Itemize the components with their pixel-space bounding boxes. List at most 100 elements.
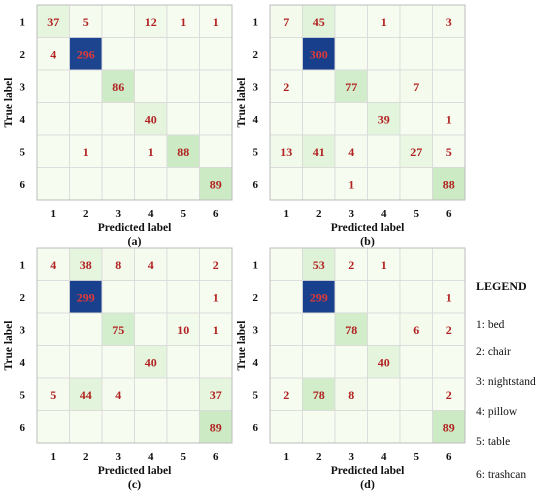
matrix-cell xyxy=(36,410,70,444)
cell-value: 78 xyxy=(345,323,357,337)
x-tick-label: 6 xyxy=(213,451,219,463)
matrix-cell xyxy=(334,167,368,201)
cell-value: 7 xyxy=(413,80,419,94)
matrix-cell xyxy=(36,102,70,136)
cell-value: 4 xyxy=(50,47,56,61)
matrix-cell xyxy=(367,312,401,346)
matrix-cell xyxy=(166,345,200,379)
matrix-cell xyxy=(199,37,233,71)
cell-value: 77 xyxy=(345,80,357,94)
panel-caption: (d) xyxy=(360,477,375,491)
y-tick-label: 6 xyxy=(253,179,259,191)
x-tick-label: 2 xyxy=(316,451,322,463)
matrix-cell xyxy=(134,312,168,346)
matrix-cell xyxy=(367,167,401,201)
matrix-cell xyxy=(399,4,433,38)
y-tick-label: 2 xyxy=(20,292,26,304)
matrix-cell xyxy=(199,280,233,314)
matrix-cell xyxy=(334,410,368,444)
y-axis-title: True label xyxy=(236,78,248,128)
y-tick-label: 4 xyxy=(253,357,259,369)
matrix-cell xyxy=(302,167,336,201)
cell-value: 89 xyxy=(210,420,222,434)
cell-value: 40 xyxy=(145,112,157,126)
cell-value: 1 xyxy=(180,15,186,29)
x-tick-label: 5 xyxy=(414,208,420,220)
y-tick-label: 3 xyxy=(253,81,259,93)
matrix-cell xyxy=(166,69,200,103)
cell-value: 27 xyxy=(410,145,422,159)
y-tick-label: 4 xyxy=(20,357,26,369)
matrix-frame xyxy=(269,4,466,201)
x-tick-label: 5 xyxy=(414,451,420,463)
matrix-cell xyxy=(367,37,401,71)
matrix-cell xyxy=(101,4,135,38)
matrix-cell xyxy=(269,4,303,38)
matrix-cell xyxy=(134,410,168,444)
matrix-cell xyxy=(69,312,103,346)
matrix-cell xyxy=(432,69,466,103)
matrix-cell xyxy=(334,4,368,38)
matrix-cell xyxy=(432,410,466,444)
matrix-cell xyxy=(199,134,233,168)
x-tick-label: 6 xyxy=(213,208,219,220)
matrix-cell xyxy=(101,167,135,201)
cell-value: 44 xyxy=(80,388,92,402)
y-tick-label: 1 xyxy=(253,16,259,28)
matrix-cell xyxy=(269,167,303,201)
cell-value: 2 xyxy=(446,388,452,402)
cell-value: 299 xyxy=(310,290,328,304)
matrix-cell xyxy=(199,345,233,379)
matrix-cell xyxy=(69,377,103,411)
x-tick-label: 3 xyxy=(349,451,355,463)
legend-item-chair: 2: chair xyxy=(476,346,511,358)
cell-value: 75 xyxy=(112,323,124,337)
cell-value: 10 xyxy=(177,323,189,337)
x-tick-label: 4 xyxy=(381,208,387,220)
cell-value: 1 xyxy=(83,145,89,159)
matrix-cell xyxy=(36,345,70,379)
matrix-cell xyxy=(334,69,368,103)
cell-value: 2 xyxy=(348,258,354,272)
matrix-cell xyxy=(199,312,233,346)
matrix-cell xyxy=(302,102,336,136)
matrix-cell xyxy=(302,410,336,444)
matrix-cell xyxy=(367,69,401,103)
cell-value: 4 xyxy=(50,258,56,272)
matrix-cell xyxy=(269,312,303,346)
matrix-cell xyxy=(302,247,336,281)
cell-value: 37 xyxy=(210,388,222,402)
matrix-cell xyxy=(166,247,200,281)
matrix-cell xyxy=(69,345,103,379)
matrix-cell xyxy=(432,102,466,136)
legend-title: LEGEND xyxy=(476,279,527,293)
cell-value: 4 xyxy=(148,258,154,272)
cell-value: 1 xyxy=(446,290,452,304)
cell-value: 12 xyxy=(145,15,157,29)
matrix-cell xyxy=(69,4,103,38)
legend-item-nightstand: 3: nightstand xyxy=(476,376,536,388)
matrix-cell xyxy=(334,247,368,281)
x-tick-label: 4 xyxy=(381,451,387,463)
matrix-cell xyxy=(166,410,200,444)
x-tick-label: 3 xyxy=(349,208,355,220)
y-tick-label: 1 xyxy=(20,16,26,28)
panel-caption: (b) xyxy=(360,234,375,248)
x-tick-label: 5 xyxy=(181,451,187,463)
legend-item-table: 5: table xyxy=(476,436,510,448)
matrix-cell xyxy=(432,280,466,314)
y-tick-label: 5 xyxy=(20,146,26,158)
matrix-cell xyxy=(399,167,433,201)
matrix-cell xyxy=(302,345,336,379)
matrix-cell xyxy=(134,69,168,103)
y-axis-title: True label xyxy=(236,321,248,371)
y-tick-label: 1 xyxy=(253,259,259,271)
matrix-cell xyxy=(399,312,433,346)
cell-value: 1 xyxy=(381,258,387,272)
matrix-cell xyxy=(36,312,70,346)
matrix-cell xyxy=(399,37,433,71)
